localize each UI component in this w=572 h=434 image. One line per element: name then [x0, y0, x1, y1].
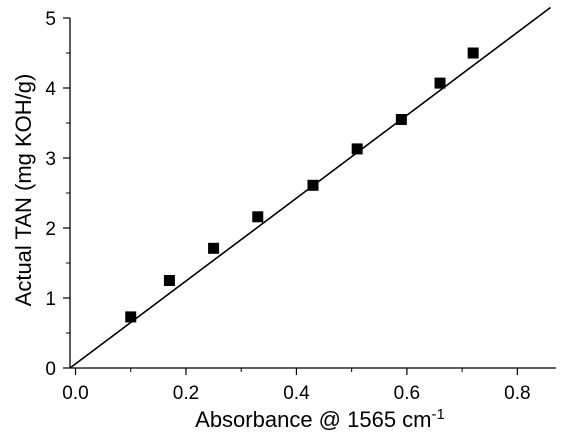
x-tick-label: 0.0 [62, 383, 88, 404]
data-point [467, 47, 479, 59]
data-point [125, 311, 137, 323]
x-tick-label: 0.2 [173, 383, 199, 404]
y-tick-label: 4 [45, 79, 56, 100]
data-point [163, 275, 175, 286]
x-tick-label: 0.8 [504, 383, 530, 404]
data-point [307, 179, 319, 191]
plot-area [69, 6, 551, 369]
y-tick-label: 2 [45, 219, 56, 240]
data-point [395, 114, 407, 125]
data-point [252, 211, 264, 223]
y-axis-label: Actual TAN (mg KOH/g) [11, 74, 36, 307]
x-axis-label: Absorbance @ 1565 cm-1 [195, 406, 445, 432]
data-point [351, 143, 363, 155]
y-tick-label: 0 [45, 359, 56, 380]
y-tick-label: 1 [45, 289, 56, 310]
x-tick-label: 0.6 [394, 383, 420, 404]
x-tick-label: 0.4 [283, 383, 310, 404]
data-point [208, 242, 220, 254]
x-axis-label-text: Absorbance @ 1565 cm [195, 407, 431, 432]
x-axis-label-superscript: -1 [432, 406, 445, 423]
y-tick-label: 3 [45, 149, 56, 170]
y-tick-label: 5 [45, 9, 56, 30]
axes: 0.0 0.2 0.4 0.6 0.8 0 1 2 3 4 5 [45, 9, 556, 404]
data-point [434, 77, 446, 89]
